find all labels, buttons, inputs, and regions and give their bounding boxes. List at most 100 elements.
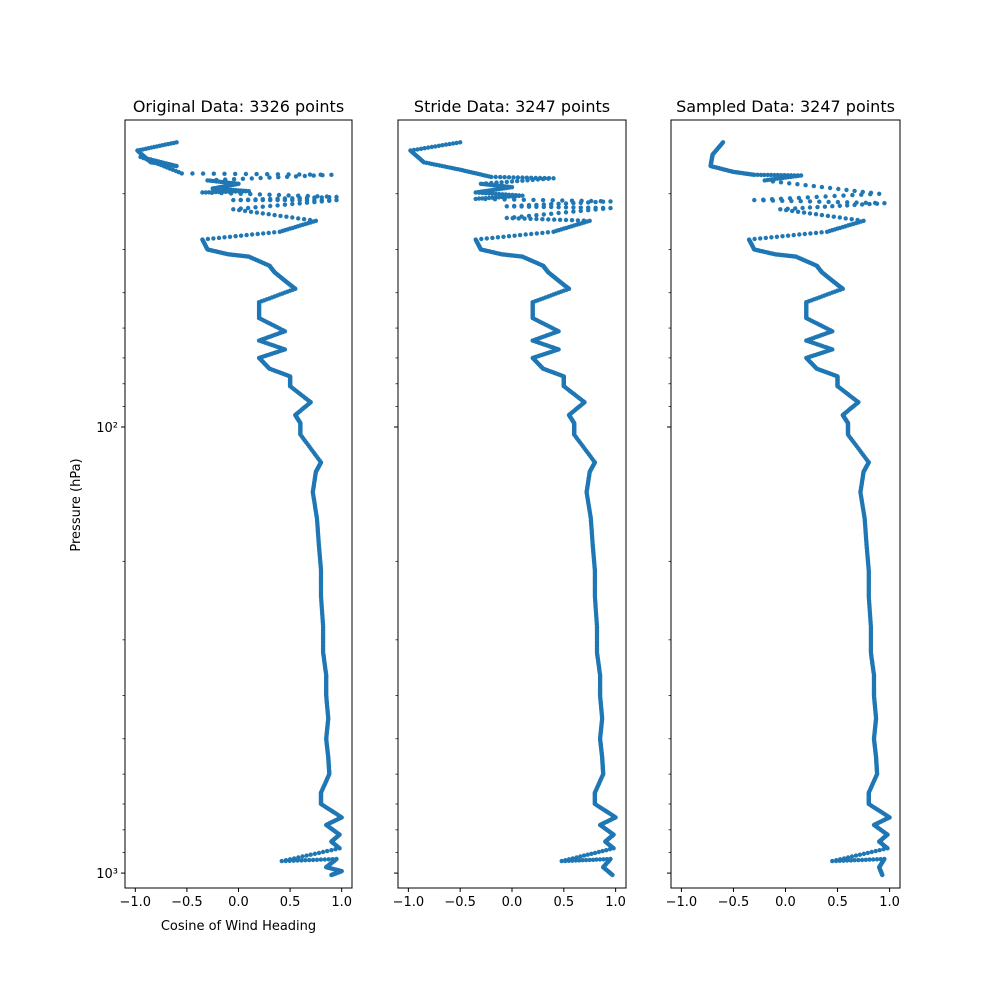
data-point [877,848,882,853]
data-point [519,204,524,209]
data-point [327,198,332,203]
data-point [859,192,864,197]
data-point [517,232,523,238]
data-point [290,201,295,207]
data-point [501,234,506,239]
data-point [237,207,242,213]
data-point [752,197,757,203]
x-tick-label: 0.0 [228,895,249,910]
data-point [586,200,591,205]
data-point [311,173,316,178]
data-point [852,202,857,208]
axes-frame [670,119,901,889]
data-point [778,207,783,212]
data-point [211,171,216,176]
data-point [540,176,546,182]
data-point [845,858,850,863]
data-point [433,144,438,149]
data-point [436,143,442,148]
data-point [780,234,785,239]
data-point [510,194,515,199]
data-point [216,235,222,241]
data-point [761,198,766,203]
x-axis-label: Cosine of Wind Heading [161,919,316,934]
data-point [253,197,258,203]
data-point [774,234,780,239]
data-point [861,851,867,856]
data-point [535,177,541,182]
data-point [515,175,521,180]
data-point [190,171,195,176]
data-point [290,197,295,203]
data-point [798,199,803,204]
x-tick-label: −0.5 [444,895,476,910]
data-point [795,182,800,187]
data-point [506,175,512,180]
data-point [827,185,833,191]
data-point [515,178,520,184]
data-point [319,199,324,204]
data-point [254,210,260,215]
data-point [334,197,339,203]
data-point [304,853,309,858]
data-point [534,204,539,209]
data-point [233,234,238,239]
data-point [290,215,295,220]
data-point [819,184,825,190]
data-point [499,180,504,185]
y-tick-label: 10² [96,421,118,436]
axes-frame [397,119,627,889]
data-point [775,172,780,178]
data-point [492,197,498,202]
data-point [795,209,801,214]
data-point [534,231,539,236]
data-point [581,853,587,858]
data-point [852,188,857,194]
data-point [278,213,283,219]
data-point [578,208,583,214]
data-point [837,858,842,863]
data-point [276,192,282,198]
data-point [852,858,857,863]
data-point [563,858,568,864]
data-point [458,140,463,145]
data-point [580,858,585,863]
data-point [443,142,449,147]
data-point [231,207,236,212]
data-point [531,197,536,203]
data-point [473,196,478,202]
data-point [541,204,546,210]
data-point [833,858,839,864]
x-tick-label: 0.0 [502,895,523,910]
data-point [778,180,784,185]
data-point [805,195,810,200]
data-point [571,205,576,210]
data-point [770,179,776,184]
data-point [200,171,206,176]
data-point [255,231,260,237]
data-point [563,201,569,206]
data-point [440,143,445,148]
data-point [551,176,556,181]
data-point [546,176,551,181]
data-point [608,199,613,204]
data-point [329,172,334,177]
data-point [284,214,289,219]
data-point [800,205,805,211]
data-point [284,174,290,179]
data-point [844,187,849,193]
subplot-title: Stride Data: 3247 points [414,97,610,116]
data-point [242,208,248,214]
data-point [286,193,291,198]
data-point [837,203,842,208]
data-point [506,194,512,199]
data-point [593,207,598,212]
data-point [549,211,554,216]
data-point [248,209,254,214]
data-point [509,179,515,184]
data-point [803,183,808,188]
data-point [490,235,495,241]
data-point [528,216,533,221]
data-point [877,191,882,196]
data-point [859,202,865,207]
